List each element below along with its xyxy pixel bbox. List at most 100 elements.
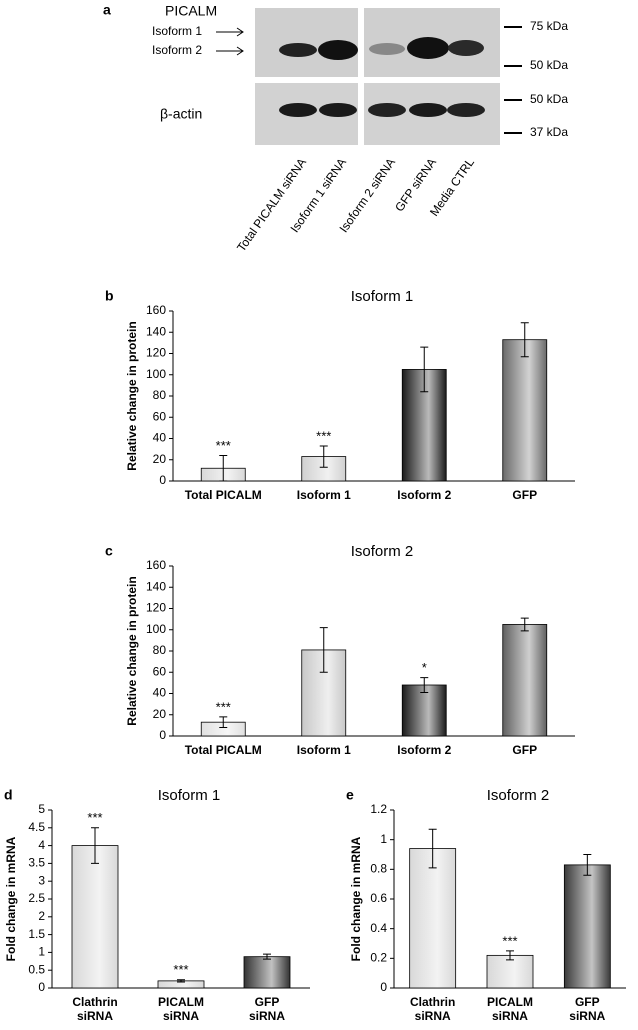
y-tick-label: 0 bbox=[159, 728, 166, 742]
y-tick-label: 0.4 bbox=[370, 921, 387, 935]
y-tick-label: 5 bbox=[38, 802, 45, 816]
x-tick-label: Clathrin siRNA bbox=[409, 995, 456, 1023]
blot-image bbox=[255, 8, 500, 145]
x-tick-label: GFP bbox=[512, 743, 538, 757]
x-tick-label: PICALM siRNA bbox=[486, 995, 533, 1023]
x-tick-label-box: Isoform 2 bbox=[397, 488, 452, 502]
x-tick-label: Total PICALM bbox=[184, 743, 262, 757]
error-bar bbox=[219, 455, 228, 482]
x-tick-label-box: Clathrin siRNA bbox=[72, 995, 118, 1023]
panel-label: a bbox=[103, 2, 111, 18]
x-tick-label: Isoform 2 bbox=[397, 743, 452, 757]
y-tick-label: 4 bbox=[38, 838, 45, 852]
x-tick-label-box: Total PICALM bbox=[184, 488, 262, 502]
error-bar bbox=[177, 979, 185, 983]
y-tick-label: 0.5 bbox=[28, 962, 45, 976]
bar bbox=[401, 684, 447, 737]
error-bar bbox=[520, 322, 529, 358]
error-bar bbox=[520, 617, 529, 632]
panel-label: c bbox=[105, 543, 113, 559]
x-tick-label: Isoform 2 bbox=[397, 488, 452, 502]
bar bbox=[71, 845, 119, 989]
x-tick-label: GFP siRNA bbox=[248, 995, 285, 1023]
marker-label: 50 kDa bbox=[530, 58, 568, 72]
y-tick-label: 2.5 bbox=[28, 891, 45, 905]
significance: *** bbox=[87, 810, 102, 825]
y-tick-label: 3.5 bbox=[28, 856, 45, 870]
x-tick-label-box: Clathrin siRNA bbox=[409, 995, 456, 1023]
x-tick-label: GFP siRNA bbox=[569, 995, 606, 1023]
marker-label: 50 kDa bbox=[530, 92, 568, 106]
x-tick-label: GFP bbox=[512, 488, 538, 502]
y-tick-label: 20 bbox=[153, 452, 167, 466]
marker-ticks bbox=[504, 26, 522, 134]
chart-title: Isoform 1 bbox=[351, 288, 414, 305]
protein-label: PICALM bbox=[165, 3, 217, 19]
error-bar bbox=[420, 677, 429, 693]
bar bbox=[409, 848, 457, 989]
y-tick-label: 80 bbox=[153, 643, 167, 657]
y-tick-label: 160 bbox=[146, 558, 166, 572]
x-tick-label-box: GFP siRNA bbox=[248, 995, 285, 1023]
x-tick-label: Total PICALM bbox=[184, 488, 262, 502]
y-tick-label: 160 bbox=[146, 303, 166, 317]
y-tick-label: 40 bbox=[153, 431, 167, 445]
x-tick-label: Clathrin siRNA bbox=[72, 995, 118, 1023]
x-tick-label-box: Total PICALM bbox=[184, 743, 262, 757]
isoform-label: Isoform 2 bbox=[152, 43, 202, 57]
y-tick-label: 2 bbox=[38, 909, 45, 923]
loading-label: β-actin bbox=[160, 106, 202, 122]
significance: *** bbox=[502, 933, 517, 948]
lane-label: Total PICALM siRNA bbox=[234, 156, 309, 255]
chart-title: Isoform 1 bbox=[158, 787, 221, 804]
chart-title: Isoform 2 bbox=[487, 787, 550, 804]
y-tick-label: 1.2 bbox=[370, 802, 387, 816]
significance: * bbox=[422, 660, 427, 675]
y-tick-label: 40 bbox=[153, 686, 167, 700]
significance: *** bbox=[316, 428, 331, 443]
panel-label: d bbox=[4, 787, 13, 803]
y-tick-label: 0.6 bbox=[370, 891, 387, 905]
panel-label: e bbox=[346, 787, 354, 803]
panel-label: b bbox=[105, 288, 114, 304]
x-tick-label-box: Isoform 1 bbox=[296, 743, 351, 757]
error-bar bbox=[319, 445, 328, 468]
bar bbox=[243, 956, 291, 989]
x-tick-label: PICALM siRNA bbox=[158, 995, 204, 1023]
y-tick-label: 0.8 bbox=[370, 862, 387, 876]
y-tick-label: 0 bbox=[38, 980, 45, 994]
bar bbox=[563, 864, 611, 989]
y-axis-label: Relative change in protein bbox=[125, 321, 139, 470]
bar bbox=[502, 339, 548, 482]
y-tick-label: 60 bbox=[153, 409, 167, 423]
significance: *** bbox=[173, 962, 188, 977]
marker-label: 75 kDa bbox=[530, 19, 568, 33]
error-bar bbox=[319, 627, 328, 673]
y-tick-label: 1 bbox=[38, 945, 45, 959]
error-bar bbox=[420, 346, 429, 393]
y-tick-label: 100 bbox=[146, 367, 166, 381]
y-tick-label: 0.2 bbox=[370, 951, 387, 965]
y-tick-label: 1 bbox=[380, 832, 387, 846]
y-axis-label: Fold change in mRNA bbox=[4, 836, 18, 961]
chart-title: Isoform 2 bbox=[351, 543, 414, 560]
y-tick-label: 140 bbox=[146, 579, 166, 593]
marker-label: 37 kDa bbox=[530, 125, 568, 139]
error-bar bbox=[506, 950, 514, 961]
error-bar bbox=[91, 827, 99, 864]
isoform-label: Isoform 1 bbox=[152, 24, 202, 38]
y-tick-label: 0 bbox=[380, 980, 387, 994]
x-tick-label-box: GFP siRNA bbox=[569, 995, 606, 1023]
y-axis-label: Relative change in protein bbox=[125, 576, 139, 725]
x-tick-label-box: Isoform 1 bbox=[296, 488, 351, 502]
y-tick-label: 20 bbox=[153, 707, 167, 721]
x-tick-label-box: GFP bbox=[512, 488, 538, 502]
x-tick-label: Isoform 1 bbox=[296, 488, 351, 502]
x-tick-label-box: Isoform 2 bbox=[397, 743, 452, 757]
y-tick-label: 100 bbox=[146, 622, 166, 636]
x-tick-label: Isoform 1 bbox=[296, 743, 351, 757]
arrows bbox=[216, 27, 244, 56]
error-bar bbox=[583, 854, 592, 876]
bar bbox=[486, 954, 534, 989]
